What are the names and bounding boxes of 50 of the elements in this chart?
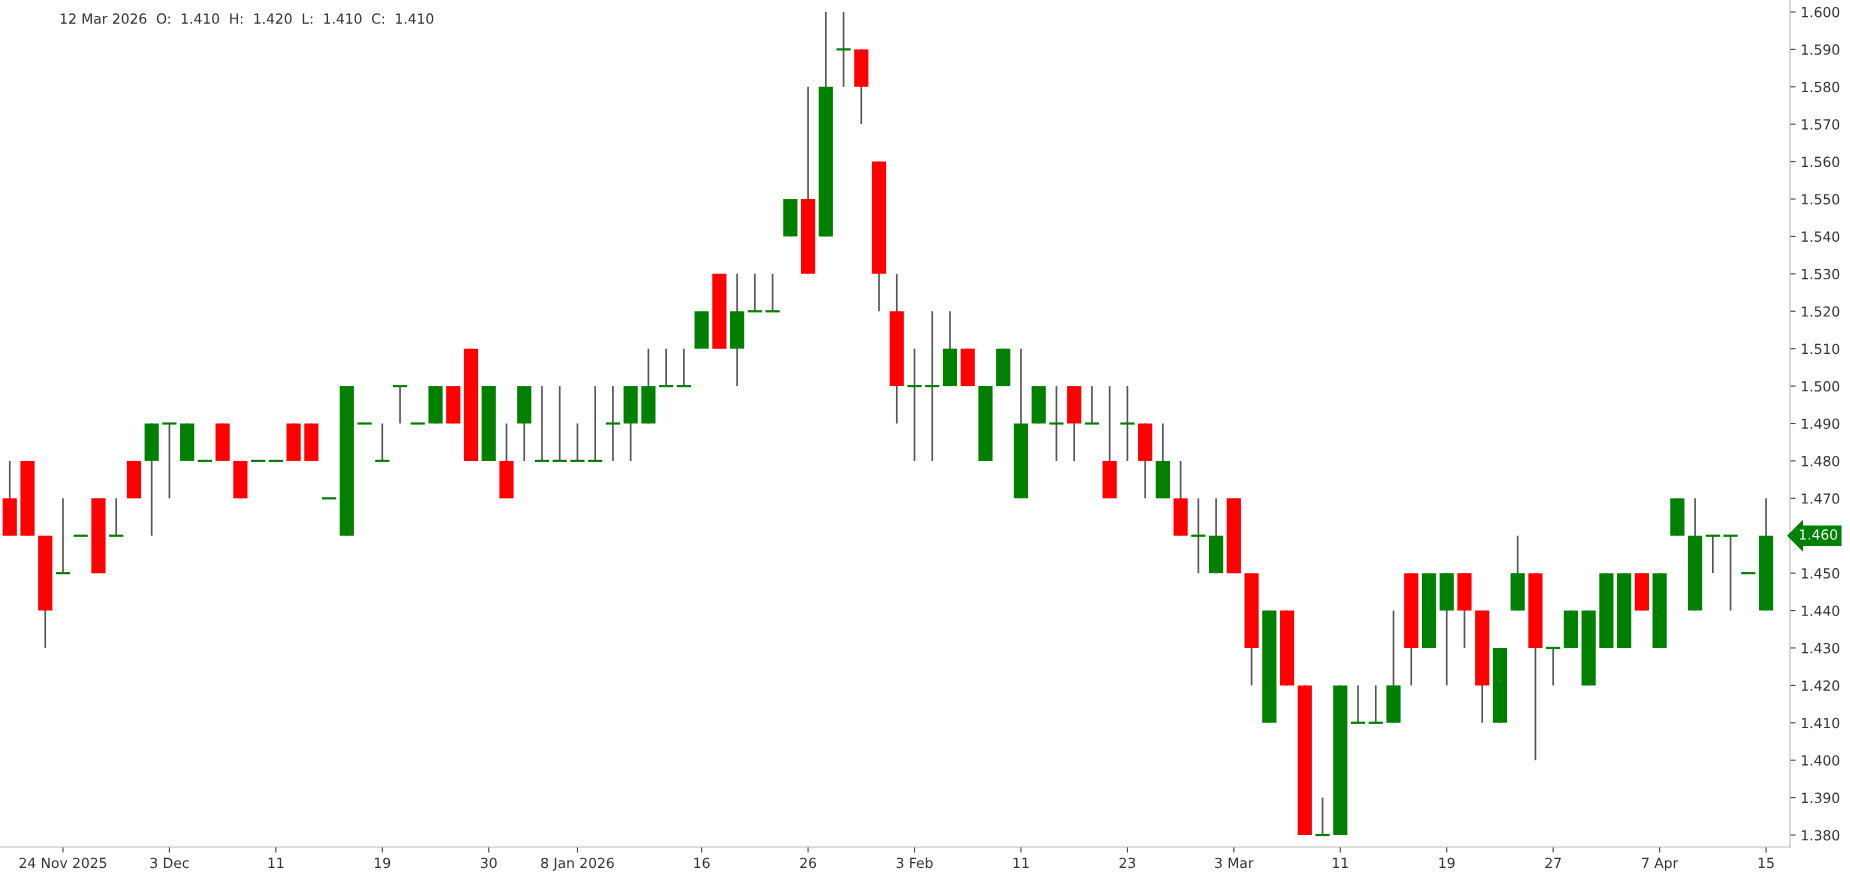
x-tick-label: 3 Feb bbox=[896, 857, 933, 869]
y-tick-label: 1.440 bbox=[1801, 605, 1840, 617]
y-tick-label: 1.470 bbox=[1801, 493, 1840, 504]
y-tick-label: 1.380 bbox=[1801, 830, 1840, 841]
y-tick-label: 1.390 bbox=[1801, 792, 1840, 804]
text: 1.460 bbox=[1799, 529, 1838, 540]
candlestick bbox=[1722, 534, 1739, 612]
candlestick bbox=[1119, 385, 1136, 462]
y-tick-label: 1.490 bbox=[1801, 418, 1840, 429]
x-tick-label: 26 bbox=[800, 857, 817, 869]
candlestick bbox=[161, 422, 178, 500]
annotation: 12 Mar 2026 O: 1.410 H: 1.420 L: 1.410 C: 1.410 bbox=[60, 13, 434, 24]
x-tick-label: 8 Jan 2026 bbox=[541, 857, 614, 871]
candlestick bbox=[835, 11, 852, 88]
y-tick-label: 1.480 bbox=[1801, 455, 1840, 467]
x-tick-label: 24 Nov 2025 bbox=[19, 857, 107, 869]
candlestick bbox=[569, 422, 586, 463]
y-tick-label: 1.420 bbox=[1801, 680, 1840, 691]
y-tick-label: 1.600 bbox=[1801, 6, 1840, 18]
x-tick-label: 11 bbox=[1013, 857, 1029, 868]
x-tick-label: 11 bbox=[268, 857, 284, 868]
candlestick bbox=[1048, 385, 1065, 462]
y-tick-label: 1.430 bbox=[1801, 642, 1840, 654]
x-tick-label: 27 bbox=[1545, 857, 1561, 868]
y-tick-label: 1.500 bbox=[1801, 381, 1840, 392]
x-tick-label: 7 Apr bbox=[1642, 857, 1679, 871]
candlestick bbox=[906, 347, 923, 462]
x-tick-label: 3 Mar bbox=[1215, 857, 1254, 869]
y-tick-label: 1.570 bbox=[1801, 119, 1840, 130]
candlestick bbox=[1314, 796, 1331, 837]
y-tick-label: 1.550 bbox=[1801, 194, 1840, 205]
x-tick-label: 30 bbox=[480, 857, 497, 869]
x-tick-label: 3 Dec bbox=[150, 857, 189, 869]
y-tick-label: 1.450 bbox=[1801, 568, 1840, 579]
y-tick-label: 1.400 bbox=[1801, 755, 1840, 766]
x-tick-label: 11 bbox=[1332, 857, 1348, 868]
y-tick-label: 1.520 bbox=[1801, 306, 1840, 317]
y-tick-label: 1.540 bbox=[1801, 231, 1840, 242]
x-tick-label: 19 bbox=[374, 857, 391, 869]
y-tick-label: 1.590 bbox=[1801, 44, 1840, 55]
y-tick-label: 1.510 bbox=[1801, 343, 1840, 355]
y-tick-label: 1.530 bbox=[1801, 268, 1840, 280]
y-tick-label: 1.580 bbox=[1801, 81, 1840, 93]
y-tick-label: 1.410 bbox=[1801, 717, 1840, 729]
y-tick-label: 1.560 bbox=[1801, 156, 1840, 168]
candlestick bbox=[764, 273, 781, 313]
x-tick-label: 15 bbox=[1758, 857, 1774, 869]
x-tick-label: 23 bbox=[1119, 857, 1136, 869]
x-tick-label: 16 bbox=[694, 857, 710, 869]
x-tick-label: 19 bbox=[1439, 857, 1455, 869]
